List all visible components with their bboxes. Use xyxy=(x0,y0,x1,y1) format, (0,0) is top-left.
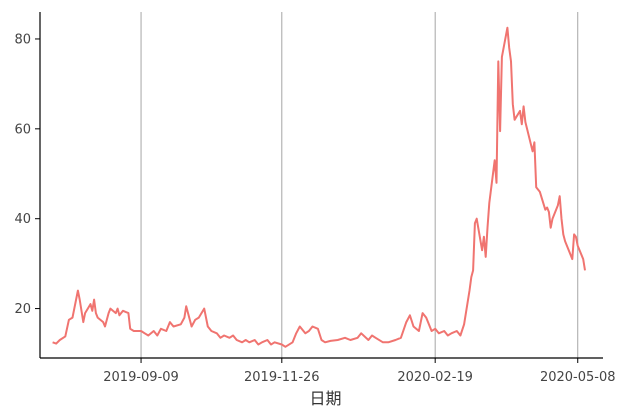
y-tick-label: 40 xyxy=(14,212,31,227)
y-tick-label: 20 xyxy=(14,302,31,317)
series-line xyxy=(52,26,586,348)
x-axis-ticks: 2019-09-09 2019-11-26 2020-02-19 2020-05-08 xyxy=(103,358,616,385)
x-tick-label: 2019-09-09 xyxy=(103,370,179,385)
axes xyxy=(39,12,603,359)
y-tick-label: 60 xyxy=(14,122,31,137)
y-tick-label: 80 xyxy=(14,32,31,47)
x-axis-title: 日期 xyxy=(309,389,341,408)
y-axis-ticks: 20 40 60 80 xyxy=(14,32,40,317)
series-layer xyxy=(52,26,586,348)
grid-lines xyxy=(140,12,579,358)
x-tick-label: 2019-11-26 xyxy=(244,370,320,385)
x-tick-label: 2020-05-08 xyxy=(540,370,616,385)
x-tick-label: 2020-02-19 xyxy=(397,370,473,385)
